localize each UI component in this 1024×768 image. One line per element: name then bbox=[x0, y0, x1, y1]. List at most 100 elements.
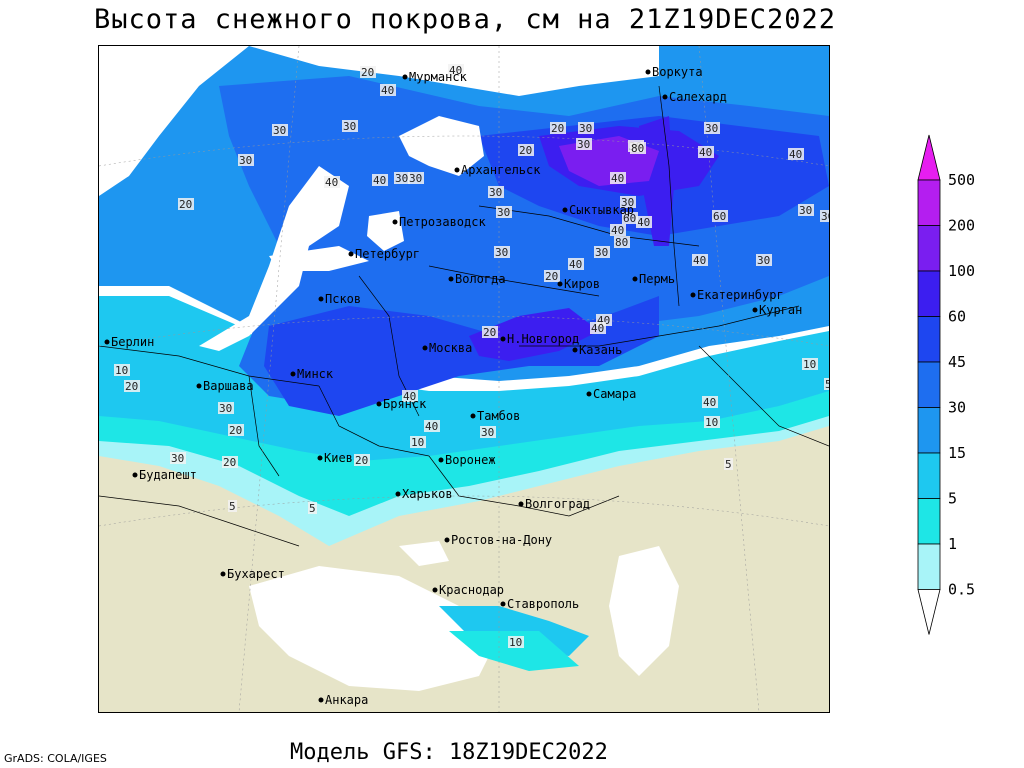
black-sea bbox=[249, 566, 499, 691]
city-label: Мурманск bbox=[409, 70, 468, 84]
contour-label: 20 bbox=[223, 456, 236, 469]
contour-label: 30 bbox=[343, 120, 356, 133]
city-label: Варшава bbox=[203, 379, 254, 393]
contour-label: 40 bbox=[449, 64, 462, 77]
contour-label-bg bbox=[704, 416, 720, 428]
contour-label: 40 bbox=[325, 176, 338, 189]
contour-label: 30 bbox=[595, 246, 608, 259]
city-label: Киев bbox=[324, 451, 353, 465]
contour-label: 30 bbox=[409, 172, 422, 185]
contour-label-bg bbox=[372, 174, 388, 186]
city-dot bbox=[586, 391, 592, 397]
north-coast-left bbox=[99, 46, 249, 196]
contour-label: 30 bbox=[579, 122, 592, 135]
contour-label: 30 bbox=[219, 402, 232, 415]
caucasus-snow-light bbox=[449, 631, 579, 671]
contour-label-bg bbox=[308, 502, 317, 514]
azov-sea bbox=[399, 541, 449, 566]
city-label: Курган bbox=[759, 303, 802, 317]
city-dot bbox=[645, 69, 651, 75]
contour-label: 20 bbox=[551, 122, 564, 135]
city-dot bbox=[422, 345, 428, 351]
city-label: Вологда bbox=[455, 272, 506, 286]
city-dot bbox=[632, 276, 638, 282]
contour-label-bg bbox=[698, 146, 714, 158]
contour-label-bg bbox=[614, 236, 630, 248]
city-dot bbox=[318, 697, 324, 703]
city-dot bbox=[392, 219, 398, 225]
contour-label-bg bbox=[508, 636, 524, 648]
contour-label: 30 bbox=[577, 138, 590, 151]
city-label: Берлин bbox=[111, 335, 154, 349]
contour-label-bg bbox=[756, 254, 772, 266]
contour-label-bg bbox=[550, 122, 566, 134]
contour-label: 30 bbox=[799, 204, 812, 217]
contour-label: 60 bbox=[713, 210, 726, 223]
city-dot bbox=[318, 296, 324, 302]
colorbar-top-triangle bbox=[917, 134, 941, 181]
city-dot bbox=[317, 455, 323, 461]
city-dot bbox=[432, 587, 438, 593]
colorbar-box bbox=[917, 270, 941, 317]
contour-label-bg bbox=[238, 154, 254, 166]
contour-label-bg bbox=[228, 500, 237, 512]
city-dot bbox=[220, 571, 226, 577]
contour-label: 40 bbox=[699, 146, 712, 159]
contour-label-bg bbox=[170, 452, 186, 464]
contour-label-bg bbox=[222, 456, 238, 468]
contour-label-bg bbox=[218, 402, 234, 414]
grads-credit: GrADS: COLA/IGES bbox=[4, 752, 107, 765]
city-dot bbox=[752, 307, 758, 313]
contour-label-bg bbox=[482, 326, 498, 338]
city-markers: Мурманск Воркута Салехард Архангельск Сыктыв… bbox=[104, 65, 802, 707]
city-dot bbox=[402, 74, 408, 80]
contour-label-bg bbox=[704, 122, 720, 134]
contour-label: 40 bbox=[693, 254, 706, 267]
colorbar-bottom-triangle bbox=[917, 589, 941, 635]
city-dot bbox=[438, 457, 444, 463]
contour-label: 5 bbox=[229, 500, 236, 513]
contour-label: 20 bbox=[483, 326, 496, 339]
contour-label: 20 bbox=[355, 454, 368, 467]
contour-label: 10 bbox=[115, 364, 128, 377]
contour-label: 20 bbox=[361, 66, 374, 79]
contour-label: 80 bbox=[631, 142, 644, 155]
contour-label: 30 bbox=[495, 246, 508, 259]
city-label: Воркута bbox=[652, 65, 703, 79]
city-dot bbox=[454, 167, 460, 173]
colorbar-box bbox=[917, 452, 941, 499]
contour-label: 40 bbox=[425, 420, 438, 433]
contour-label-bg bbox=[622, 212, 638, 224]
contour-label: 20 bbox=[519, 144, 532, 157]
contour-label: 5 bbox=[825, 378, 829, 391]
contour-label-bg bbox=[114, 364, 130, 376]
contour-label: 30 bbox=[273, 124, 286, 137]
contour-label: 30 bbox=[705, 122, 718, 135]
city-label: Харьков bbox=[402, 487, 453, 501]
snow-band-5 bbox=[99, 296, 829, 461]
contour-label: 20 bbox=[229, 424, 242, 437]
contour-label: 10 bbox=[705, 416, 718, 429]
snow-depth-map: 2040403030302040403030303020302030304030… bbox=[98, 45, 830, 713]
city-label: Петербург bbox=[355, 247, 420, 261]
city-label: Краснодар bbox=[439, 583, 504, 597]
contour-label-bg bbox=[448, 64, 464, 76]
colorbar-label: 15 bbox=[948, 444, 966, 462]
contour-label: 30 bbox=[821, 210, 829, 223]
colorbar-box bbox=[917, 179, 941, 226]
gulf-of-finland bbox=[269, 246, 369, 271]
city-label: Минск bbox=[297, 367, 334, 381]
contour-label: 30 bbox=[395, 172, 408, 185]
city-dot bbox=[348, 251, 354, 257]
colorbar-label: 100 bbox=[948, 262, 975, 280]
city-dot bbox=[290, 371, 296, 377]
map-svg: 2040403030302040403030303020302030304030… bbox=[99, 46, 829, 712]
contour-label-bg bbox=[494, 246, 510, 258]
colorbar-label: 1 bbox=[948, 535, 957, 553]
colorbar-label: 5 bbox=[948, 490, 957, 508]
city-dot bbox=[662, 94, 668, 100]
city-label: Будапешт bbox=[139, 468, 197, 482]
snow-band-60-center bbox=[469, 308, 599, 361]
contour-label-bg bbox=[424, 420, 440, 432]
contour-label-bg bbox=[480, 426, 496, 438]
